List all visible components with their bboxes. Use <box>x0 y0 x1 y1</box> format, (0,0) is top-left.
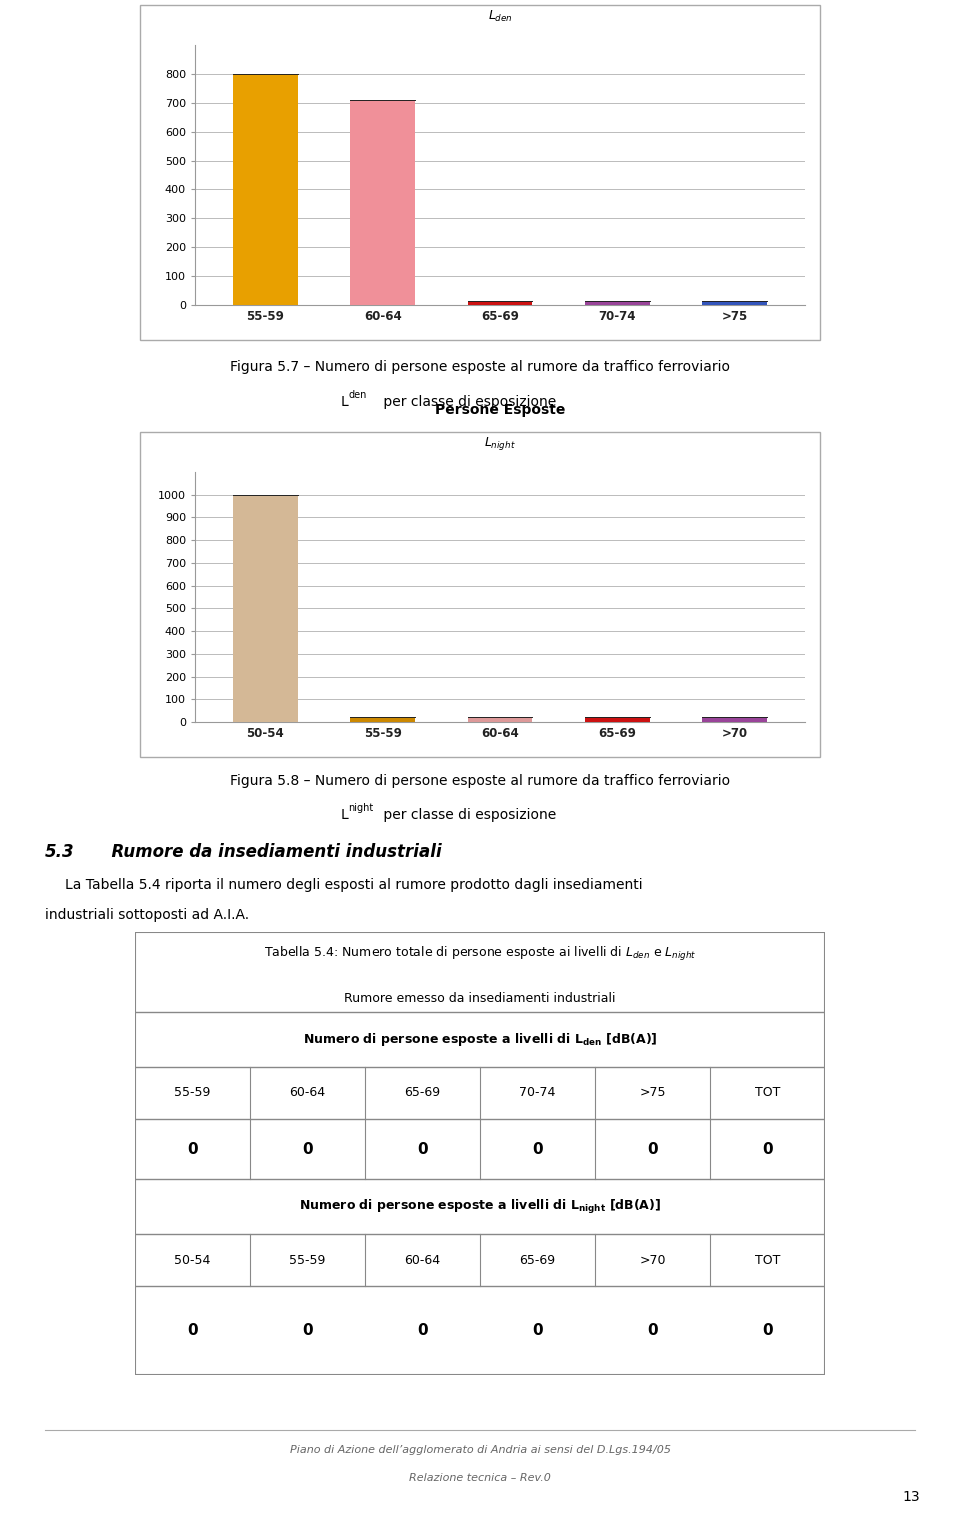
Text: 13: 13 <box>902 1489 920 1505</box>
Bar <box>585 300 650 305</box>
Text: night: night <box>348 804 373 813</box>
Text: per classe di esposizione: per classe di esposizione <box>379 809 557 822</box>
Text: Persone Esposte: Persone Esposte <box>435 404 565 417</box>
Bar <box>233 495 298 722</box>
Text: 60-64: 60-64 <box>404 1253 441 1267</box>
Text: 0: 0 <box>647 1323 658 1339</box>
Bar <box>468 717 532 722</box>
Text: Rumore emesso da insediamenti industriali: Rumore emesso da insediamenti industrial… <box>345 991 615 1005</box>
Text: L: L <box>341 394 348 410</box>
Text: TOT: TOT <box>755 1086 780 1100</box>
Text: Rumore da insediamenti industriali: Rumore da insediamenti industriali <box>100 844 442 860</box>
Text: 60-64: 60-64 <box>289 1086 325 1100</box>
Text: >70: >70 <box>639 1253 665 1267</box>
Bar <box>468 300 532 305</box>
Text: >75: >75 <box>639 1086 665 1100</box>
Text: 65-69: 65-69 <box>404 1086 441 1100</box>
Text: Piano di Azione dell’agglomerato di Andria ai sensi del D.Lgs.194/05: Piano di Azione dell’agglomerato di Andr… <box>290 1445 670 1454</box>
Text: $L_{den}$: $L_{den}$ <box>488 9 513 24</box>
Text: $L_{night}$: $L_{night}$ <box>484 436 516 452</box>
Text: 70-74: 70-74 <box>519 1086 556 1100</box>
Text: 0: 0 <box>418 1323 428 1339</box>
Bar <box>350 717 415 722</box>
Text: 65-69: 65-69 <box>519 1253 556 1267</box>
Text: per classe di esposizione: per classe di esposizione <box>379 394 557 410</box>
Text: TOT: TOT <box>755 1253 780 1267</box>
Bar <box>703 300 767 305</box>
Text: 0: 0 <box>532 1323 542 1339</box>
Text: 0: 0 <box>302 1142 313 1156</box>
Text: 0: 0 <box>187 1323 198 1339</box>
Text: 50-54: 50-54 <box>175 1253 210 1267</box>
Bar <box>703 717 767 722</box>
Text: Numero di persone esposte a livelli di $\mathbf{L_{night}}$ [dB(A)]: Numero di persone esposte a livelli di $… <box>299 1197 661 1215</box>
Text: Figura 5.7 – Numero di persone esposte al rumore da traffico ferroviario: Figura 5.7 – Numero di persone esposte a… <box>230 359 730 375</box>
Text: 0: 0 <box>302 1323 313 1339</box>
Bar <box>233 75 298 305</box>
Text: industriali sottoposti ad A.I.A.: industriali sottoposti ad A.I.A. <box>45 908 250 921</box>
Text: 0: 0 <box>418 1142 428 1156</box>
Bar <box>585 717 650 722</box>
Text: 0: 0 <box>532 1142 542 1156</box>
Text: 0: 0 <box>647 1142 658 1156</box>
Text: Figura 5.8 – Numero di persone esposte al rumore da traffico ferroviario: Figura 5.8 – Numero di persone esposte a… <box>230 774 730 787</box>
Text: Relazione tecnica – Rev.0: Relazione tecnica – Rev.0 <box>409 1473 551 1483</box>
Text: 0: 0 <box>187 1142 198 1156</box>
Text: 55-59: 55-59 <box>289 1253 325 1267</box>
Text: 5.3: 5.3 <box>45 844 75 860</box>
Text: 55-59: 55-59 <box>175 1086 210 1100</box>
Bar <box>350 101 415 305</box>
Text: L: L <box>341 809 348 822</box>
Text: 0: 0 <box>762 1142 773 1156</box>
Text: den: den <box>348 390 367 401</box>
Text: Tabella 5.4: Numero totale di persone esposte ai livelli di $L_{den}$ e $L_{nigh: Tabella 5.4: Numero totale di persone es… <box>264 946 696 963</box>
Text: La Tabella 5.4 riporta il numero degli esposti al rumore prodotto dagli insediam: La Tabella 5.4 riporta il numero degli e… <box>65 877 642 892</box>
Text: 0: 0 <box>762 1323 773 1339</box>
Text: Numero di persone esposte a livelli di $\mathbf{L_{den}}$ [dB(A)]: Numero di persone esposte a livelli di $… <box>302 1031 658 1048</box>
